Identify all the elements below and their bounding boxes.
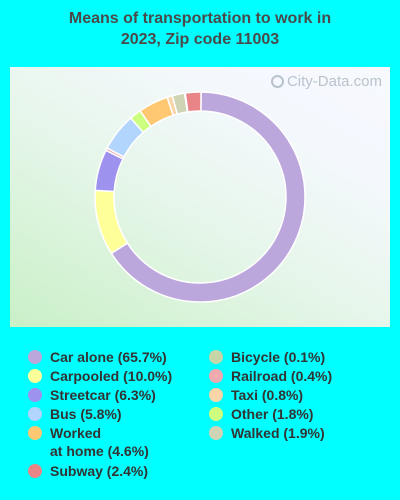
chart-title: Means of transportation to work in 2023,…	[0, 8, 400, 50]
donut-slice-carpooled	[94, 189, 129, 255]
donut-slice-subway	[184, 91, 202, 113]
watermark-text: City-Data.com	[286, 73, 382, 90]
magnifier-icon	[270, 75, 284, 88]
watermark: City-Data.com	[270, 73, 382, 90]
chart-title-line-2: 2023, Zip code 11003	[120, 31, 280, 48]
chart-title-line-1: Means of transportation to work in	[68, 10, 332, 27]
